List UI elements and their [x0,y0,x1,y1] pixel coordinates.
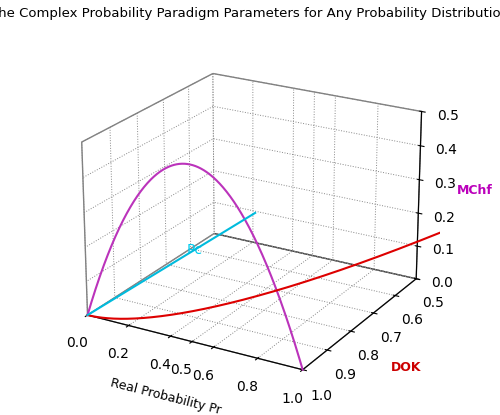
Title: The Complex Probability Paradigm Parameters for Any Probability Distribution: The Complex Probability Paradigm Paramet… [0,7,500,20]
Y-axis label: DOK: DOK [391,361,422,374]
X-axis label: Real Probability Pr: Real Probability Pr [108,376,222,415]
